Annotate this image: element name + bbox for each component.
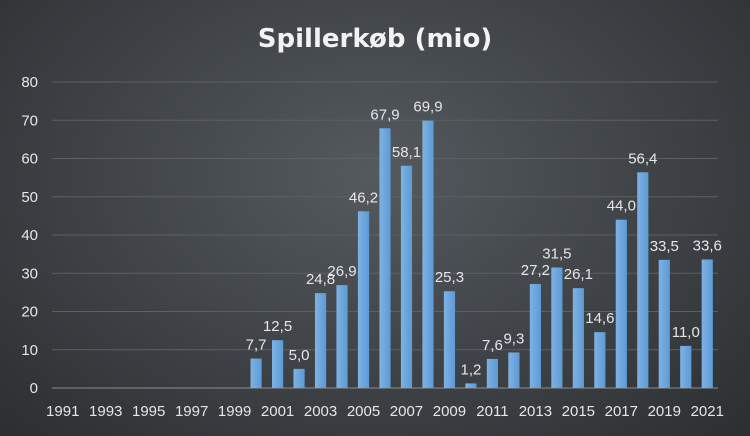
bar-2014 xyxy=(551,267,563,388)
x-tick-label: 2001 xyxy=(261,403,294,420)
bar-2004 xyxy=(336,285,348,388)
bar-2017 xyxy=(615,219,627,388)
chart-title: Spillerkøb (mio) xyxy=(258,24,492,54)
data-label-2006: 67,9 xyxy=(370,106,399,123)
data-label-2003: 24,8 xyxy=(306,271,335,288)
x-tick-label: 2005 xyxy=(347,403,380,420)
x-tick-label: 1991 xyxy=(46,403,79,420)
bar-2002 xyxy=(293,368,305,388)
bar-2019 xyxy=(658,259,670,388)
data-label-2018: 56,4 xyxy=(628,150,657,167)
bar-2013 xyxy=(529,283,541,388)
bar-2010 xyxy=(465,383,477,388)
bar-2005 xyxy=(357,211,370,388)
data-label-2008: 69,9 xyxy=(413,99,442,116)
x-tick-label: 1993 xyxy=(89,403,122,420)
data-label-2012: 9,3 xyxy=(503,330,524,347)
data-labels: 7,7 12,5 5,0 24,826,9 46,2 67,9 58,1 69,9 25,3 1,… xyxy=(246,99,722,379)
bar-2020 xyxy=(680,345,692,388)
data-label-2000: 7,7 xyxy=(246,337,267,354)
y-tick-label: 0 xyxy=(30,380,38,397)
x-tick-label: 2007 xyxy=(390,403,423,420)
x-tick-label: 1999 xyxy=(218,403,251,420)
data-label-2016: 14,6 xyxy=(585,310,614,327)
y-tick-label: 40 xyxy=(21,227,38,244)
y-tick-label: 70 xyxy=(21,112,38,129)
y-tick-label: 80 xyxy=(21,74,38,91)
y-axis-ticks: 0 10 20 30 40 50 60 70 80 xyxy=(21,74,38,397)
bar-2012 xyxy=(508,352,520,388)
data-label-2013: 27,2 xyxy=(521,262,550,279)
data-label-2015: 26,1 xyxy=(564,266,593,283)
x-tick-label: 2003 xyxy=(304,403,337,420)
bar-2021 xyxy=(701,259,713,388)
bar-2018 xyxy=(637,172,649,388)
y-tick-label: 10 xyxy=(21,342,38,359)
x-tick-label: 1997 xyxy=(175,403,208,420)
bar-2016 xyxy=(594,332,606,388)
bar-2009 xyxy=(443,291,456,388)
data-label-2009: 25,3 xyxy=(435,269,464,286)
x-tick-label: 2017 xyxy=(605,403,638,420)
data-label-2019: 33,5 xyxy=(650,238,679,255)
data-label-2021: 33,6 xyxy=(693,237,722,254)
data-label-2014: 31,5 xyxy=(542,246,571,263)
bar-2003 xyxy=(314,293,327,388)
bar-2000 xyxy=(250,358,262,388)
x-tick-label: 1995 xyxy=(132,403,165,420)
data-label-2005: 46,2 xyxy=(349,189,378,206)
data-label-2001: 12,5 xyxy=(263,318,292,335)
data-label-2017: 44,0 xyxy=(607,198,636,215)
bar-2011 xyxy=(486,358,499,388)
data-label-2010: 1,2 xyxy=(461,361,482,378)
x-tick-label: 2011 xyxy=(476,403,508,420)
data-label-2002: 5,0 xyxy=(289,347,310,364)
bar-2008 xyxy=(422,120,434,388)
bars xyxy=(250,120,713,388)
data-label-2004: 26,9 xyxy=(327,263,356,280)
bar-2015 xyxy=(572,288,584,388)
x-tick-label: 2021 xyxy=(691,403,724,420)
bar-2006 xyxy=(379,128,391,388)
x-tick-label: 2015 xyxy=(562,403,595,420)
y-tick-label: 30 xyxy=(21,265,38,282)
y-tick-label: 20 xyxy=(21,304,38,321)
data-label-2020: 11,0 xyxy=(672,324,700,341)
data-label-2011: 7,6 xyxy=(482,337,503,354)
x-tick-label: 2019 xyxy=(648,403,681,420)
x-tick-label: 2009 xyxy=(433,403,466,420)
x-tick-label: 2013 xyxy=(519,403,552,420)
y-tick-label: 50 xyxy=(21,189,38,206)
data-label-2007: 58,1 xyxy=(392,144,421,161)
bar-2007 xyxy=(400,165,413,388)
x-axis-ticks: 1991 1993 1995 1997 1999 2001 2003 2005 2007 2009… xyxy=(46,403,724,420)
y-tick-label: 60 xyxy=(21,151,38,168)
bar-2001 xyxy=(271,340,284,388)
